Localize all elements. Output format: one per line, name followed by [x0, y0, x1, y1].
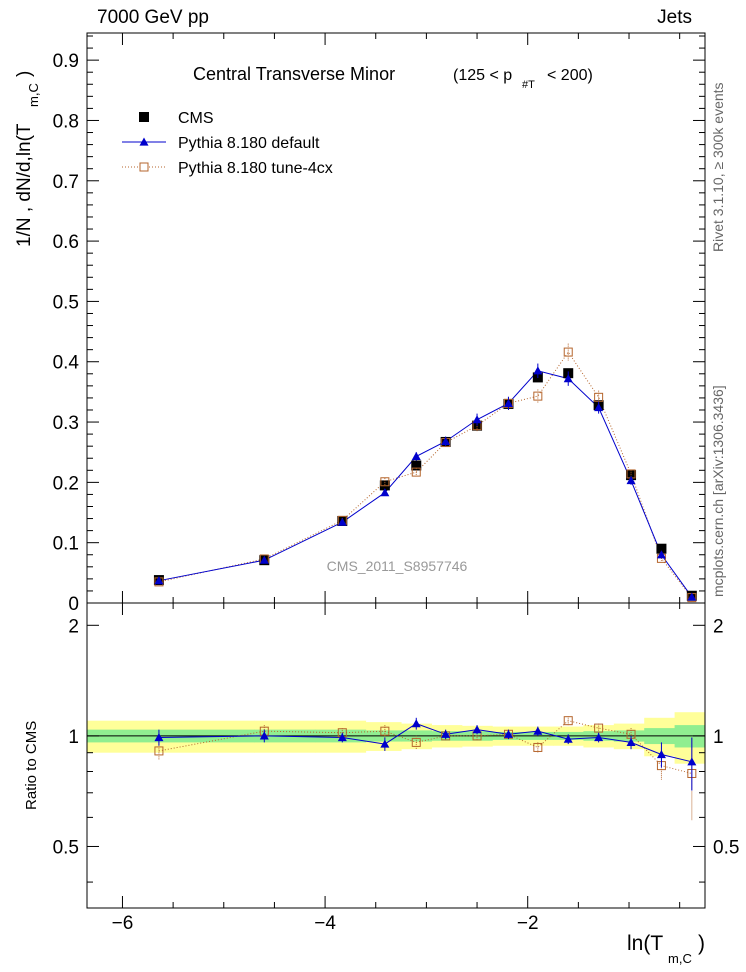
ratio-bands: [87, 712, 705, 764]
x-tick-label: −6: [112, 913, 134, 934]
chart-title-cut-sub: #T: [522, 79, 535, 91]
ratio-default-point: [563, 734, 573, 743]
chart-title-cut-end: < 200): [547, 67, 593, 84]
ratio-default-point: [441, 729, 451, 738]
ratio-default-point: [594, 732, 604, 742]
default-point: [380, 488, 390, 497]
tune-point: [411, 467, 421, 477]
ratio-series: [154, 716, 697, 821]
ratio-tune-point: [154, 746, 164, 756]
y-tick-label: 0: [68, 594, 79, 615]
y-tick-label: 0.3: [53, 413, 79, 434]
ratio-default-point: [259, 731, 269, 740]
y-tick-label: 0.2: [53, 473, 79, 494]
y-axis-label-text: 1/N , dN/d,ln(T: [14, 123, 35, 247]
y-axis-label-sub: m,C: [26, 83, 41, 107]
tune-point: [594, 392, 604, 402]
y-axis-label-end: ): [14, 71, 35, 77]
x-axis-label: ln(T: [627, 932, 663, 955]
y-tick-label: 0.7: [53, 172, 79, 193]
ratio-default-point: [626, 737, 636, 746]
y-tick-label: 0.9: [53, 51, 79, 72]
x-tick-label: −2: [517, 913, 539, 934]
ratio-y-tick-label-right: 2: [713, 616, 724, 637]
default-point: [441, 436, 451, 445]
watermark: CMS_2011_S8957746: [327, 558, 468, 574]
default-point: [594, 403, 604, 412]
legend-marker-cms: [139, 112, 149, 122]
y-tick-label: 0.4: [53, 353, 80, 374]
y-tick-label: 0.5: [53, 292, 79, 313]
cms-point: [411, 460, 422, 471]
ratio-line-tune: [158, 720, 692, 774]
default-point: [626, 476, 636, 485]
default-point: [533, 366, 543, 375]
chart-title: Central Transverse Minor: [193, 64, 395, 84]
ratio-default-point: [656, 749, 666, 759]
ratio-tune-point: [563, 716, 573, 726]
ratio-y-tick-label-right: 0.5: [713, 837, 739, 858]
ratio-default-point: [411, 719, 421, 728]
x-tick-label: −4: [314, 913, 336, 934]
series-line-tune: [158, 351, 693, 598]
cms-point: [626, 470, 637, 481]
ratio-line-default: [158, 723, 692, 763]
default-point: [154, 576, 164, 585]
ratio-default-point: [154, 732, 164, 742]
tune-point: [563, 347, 573, 357]
default-point: [656, 550, 666, 559]
ratio-tune-point: [380, 726, 390, 736]
y-tick-label: 0.1: [53, 534, 79, 555]
header-right: Jets: [657, 7, 692, 28]
default-point: [503, 398, 513, 407]
ratio-default-point: [380, 739, 390, 748]
x-axis-label-sub: m,C: [668, 951, 692, 966]
ratio-default-point: [533, 726, 543, 735]
y-tick-label: 0.8: [53, 111, 79, 132]
legend-label-tune: Pythia 8.180 tune-4cx: [178, 160, 333, 177]
legend-label-default: Pythia 8.180 default: [178, 135, 320, 152]
ratio-y-axis-label-text: Ratio to CMS: [23, 721, 40, 810]
series-line-default: [158, 370, 693, 598]
legend-label-cms: CMS: [178, 110, 214, 127]
tune-point: [533, 391, 543, 401]
ratio-tune-point: [594, 723, 604, 733]
ratio-y-tick-label-right: 1: [713, 727, 724, 748]
ratio-y-tick-label: 0.5: [53, 837, 79, 858]
ratio-default-point: [687, 757, 697, 766]
header-left: 7000 GeV pp: [97, 7, 209, 28]
ratio-y-tick-label: 1: [68, 727, 79, 748]
ratio-tune-point: [533, 742, 543, 752]
y-tick-label: 0.6: [53, 232, 79, 253]
cms-point: [656, 543, 667, 554]
default-point: [687, 592, 697, 601]
default-point: [472, 415, 482, 424]
ratio-frame: [86, 602, 706, 909]
ratio-tune-point: [411, 737, 421, 747]
y-axis-label: 1/N , dN/d,ln(T m,C): [14, 71, 41, 247]
ratio-default-point: [337, 732, 347, 742]
tune-point: [380, 477, 390, 487]
default-point: [259, 555, 269, 564]
default-point: [337, 517, 347, 526]
legend-marker-default: [139, 137, 149, 146]
ratio-default-point: [472, 725, 482, 734]
legend-marker-tune: [139, 162, 149, 172]
x-axis-label-end: ): [698, 932, 705, 955]
ratio-y-axis-label: Ratio to CMS: [23, 721, 40, 810]
ratio-default-point: [503, 729, 513, 738]
default-point: [563, 374, 573, 383]
default-point: [411, 451, 421, 461]
chart-title-cut: (125 < p: [453, 67, 512, 84]
main-series: [153, 343, 697, 603]
legend: CMS Pythia 8.180 default Pythia 8.180 tune…: [122, 110, 333, 177]
ratio-y-tick-label: 2: [68, 616, 79, 637]
